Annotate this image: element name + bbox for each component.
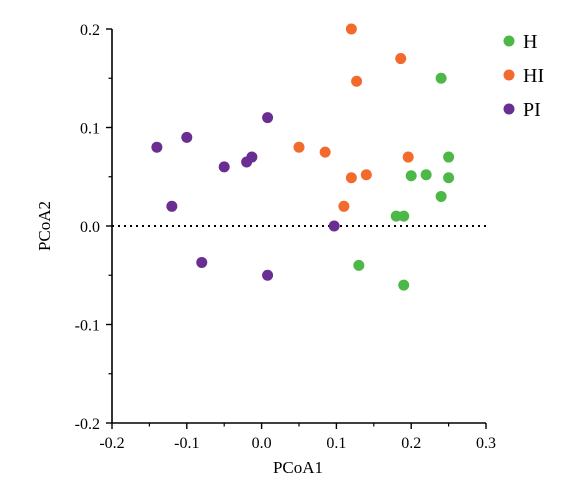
data-point-pi: [181, 131, 193, 143]
data-point-pi: [196, 256, 208, 268]
data-points: [151, 23, 455, 291]
series-h: [353, 72, 455, 291]
x-tick-label: 0.1: [326, 435, 346, 452]
x-axis-title: PCoA1: [273, 458, 323, 477]
x-tick-label: 0.3: [476, 435, 496, 452]
legend-label-pi: PI: [523, 99, 541, 121]
data-point-hi: [345, 23, 357, 35]
data-point-h: [443, 172, 455, 184]
data-point-h: [398, 210, 410, 222]
legend: H HI PI: [503, 31, 544, 121]
data-point-h: [435, 72, 447, 84]
legend-marker-pi: [503, 103, 515, 115]
x-axis-ticks: -0.2 -0.1 0.0 0.1 0.2 0.3: [99, 423, 496, 452]
data-point-pi: [262, 269, 274, 281]
x-tick-label: 0.2: [401, 435, 421, 452]
y-tick-label: 0.1: [80, 121, 100, 138]
data-point-hi: [293, 141, 305, 153]
data-point-pi: [328, 220, 340, 232]
data-point-h: [443, 151, 455, 163]
x-tick-label: -0.2: [99, 435, 124, 452]
data-point-h: [353, 259, 365, 271]
x-tick-label: 0.0: [252, 435, 272, 452]
data-point-h: [405, 170, 417, 182]
y-axis-title: PCoA2: [35, 201, 54, 251]
data-point-pi: [262, 112, 274, 124]
data-point-h: [420, 169, 432, 181]
series-pi: [151, 112, 340, 281]
data-point-hi: [338, 200, 350, 212]
legend-marker-h: [503, 35, 515, 47]
legend-marker-hi: [503, 69, 515, 81]
data-point-h: [435, 190, 447, 202]
y-axis-ticks: 0.2 0.1 0.0 -0.1 -0.2: [75, 22, 112, 433]
data-point-pi: [218, 161, 230, 173]
data-point-hi: [402, 151, 414, 163]
data-point-h: [398, 279, 410, 291]
legend-label-hi: HI: [523, 65, 544, 87]
data-point-hi: [351, 75, 363, 87]
data-point-hi: [345, 172, 357, 184]
data-point-hi: [395, 53, 407, 65]
y-tick-label: 0.0: [80, 219, 100, 236]
y-tick-label: 0.2: [80, 22, 100, 39]
legend-label-h: H: [523, 31, 537, 53]
data-point-hi: [360, 169, 372, 181]
series-hi: [293, 23, 414, 212]
y-tick-label: -0.1: [75, 318, 100, 335]
data-point-pi: [241, 156, 253, 168]
data-point-pi: [151, 141, 163, 153]
data-point-pi: [166, 200, 178, 212]
plot-area: [111, 29, 486, 424]
data-point-hi: [319, 146, 331, 158]
x-tick-label: -0.1: [174, 435, 199, 452]
y-tick-label: -0.2: [75, 416, 100, 433]
